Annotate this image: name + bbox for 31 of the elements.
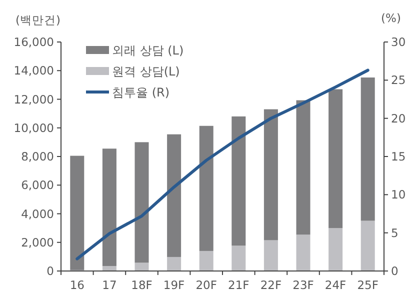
y-axis-title: (백만건) xyxy=(16,13,60,27)
legend-label: 외래 상담 (L) xyxy=(112,44,184,58)
y-tick-label: 16,000 xyxy=(14,35,54,49)
y-tick-label: 8,000 xyxy=(21,150,54,164)
x-tick-label: 24F xyxy=(324,278,346,292)
y2-tick-label: 30 xyxy=(391,35,406,49)
y-tick-label: 4,000 xyxy=(21,206,54,221)
x-tick-label: 23F xyxy=(292,278,314,292)
x-tick-label: 20F xyxy=(196,278,217,292)
y-tick-label: 12,000 xyxy=(14,92,54,106)
y2-tick-label: 20 xyxy=(391,111,406,126)
x-tick-label: 25F xyxy=(357,278,378,292)
y2-tick-label: 25 xyxy=(391,73,406,88)
y-tick-label: 10,000 xyxy=(14,120,54,135)
legend-label: 원격 상담(L) xyxy=(112,64,180,78)
x-tick-label: 21F xyxy=(228,278,250,292)
y2-tick-label: 0 xyxy=(391,264,398,278)
legend-label: 침투율 (R) xyxy=(112,86,170,100)
y2-axis-title: (%) xyxy=(381,11,401,25)
y-tick-label: 6,000 xyxy=(21,178,54,192)
x-tick-label: 16 xyxy=(70,278,84,292)
x-tick-label: 19F xyxy=(163,278,185,292)
y-tick-label: 14,000 xyxy=(14,64,54,78)
x-tick-label: 18F xyxy=(131,278,152,292)
y2-tick-label: 15 xyxy=(391,150,406,164)
y2-tick-label: 5 xyxy=(391,226,398,240)
y-tick-label: 0 xyxy=(46,264,54,278)
y2-tick-label: 10 xyxy=(391,188,406,202)
y-tick-label: 2,000 xyxy=(21,235,54,250)
x-tick-label: 17 xyxy=(102,278,117,292)
x-tick-label: 22F xyxy=(260,278,282,292)
